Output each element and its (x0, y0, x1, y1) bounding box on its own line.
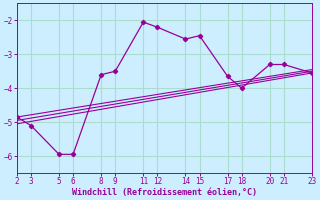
X-axis label: Windchill (Refroidissement éolien,°C): Windchill (Refroidissement éolien,°C) (72, 188, 257, 197)
